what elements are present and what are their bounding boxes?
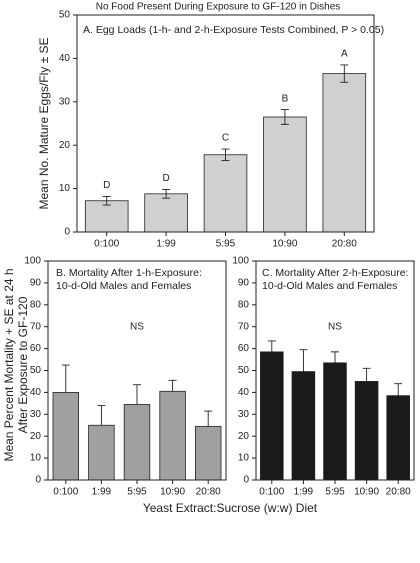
panel-title: 10-d-Old Males and Females [56, 280, 191, 292]
error-bar [221, 148, 230, 161]
bar [194, 425, 222, 481]
significance-letter: D [162, 173, 169, 184]
y-tick-label: 80 [30, 299, 42, 310]
error-bar [362, 367, 371, 382]
error-bar [331, 351, 339, 363]
y-tick-label: 30 [238, 409, 250, 420]
x-tick-label: 0:100 [53, 487, 78, 498]
bar [354, 381, 379, 481]
significance-letter: D [103, 180, 110, 191]
y-tick-label: 10 [238, 453, 250, 464]
x-tick-label: 10:90 [354, 487, 379, 498]
x-tick-label: 1:99 [92, 487, 112, 498]
error-bar [61, 364, 70, 393]
bar [260, 351, 284, 481]
x-tick-label: 20:80 [386, 487, 411, 498]
shared-x-label: Yeast Extract:Sucrose (w:w) Diet [143, 501, 318, 515]
shared-y-label: After Exposure to GF-120 [16, 296, 30, 433]
bar [263, 116, 307, 233]
error-bar [280, 109, 289, 125]
error-bar [394, 383, 403, 396]
figure-title: No Food Present During Exposure to GF-12… [96, 2, 341, 13]
y-tick-label: 0 [35, 475, 41, 486]
significance-letter: B [282, 93, 289, 104]
error-bar [162, 189, 171, 199]
y-tick-label: 40 [59, 53, 71, 64]
panel-title: C. Mortality After 2-h-Exposure: [262, 267, 408, 279]
x-tick-label: 10:90 [160, 487, 185, 498]
error-bar [299, 349, 308, 372]
y-tick-label: 70 [30, 321, 42, 332]
y-tick-label: 10 [59, 183, 71, 194]
y-tick-label: 90 [238, 278, 250, 289]
y-tick-label: 50 [238, 365, 250, 376]
significance-letter: A [341, 49, 348, 60]
bar [322, 73, 367, 233]
y-tick-label: 40 [238, 387, 250, 398]
error-bar [168, 379, 177, 392]
y-tick-label: 40 [30, 387, 42, 398]
annotation: NS [130, 321, 144, 332]
y-tick-label: 0 [64, 227, 70, 238]
y-axis-label: Mean No. Mature Eggs/Fly ± SE [37, 38, 51, 210]
y-tick-label: 20 [30, 431, 42, 442]
x-tick-label: 5:95 [325, 487, 345, 498]
x-tick-label: 0:100 [94, 239, 119, 250]
bar [88, 424, 115, 481]
y-tick-label: 70 [238, 321, 250, 332]
significance-letter: C [222, 133, 229, 144]
plot-frame [255, 260, 415, 481]
y-tick-label: 0 [243, 475, 249, 486]
x-tick-label: 0:100 [259, 487, 284, 498]
y-tick-label: 30 [59, 96, 71, 107]
bar [123, 404, 151, 481]
x-tick-label: 5:95 [216, 239, 236, 250]
y-tick-label: 50 [30, 365, 42, 376]
y-tick-label: 90 [30, 278, 42, 289]
error-bar [340, 64, 349, 83]
bar [144, 193, 188, 233]
y-tick-label: 50 [59, 10, 71, 21]
bar [386, 395, 410, 481]
y-tick-label: 20 [59, 140, 71, 151]
error-bar [97, 405, 106, 426]
x-tick-label: 20:80 [196, 487, 221, 498]
error-bar [102, 195, 111, 206]
x-tick-label: 1:99 [156, 239, 176, 250]
shared-y-label: Mean Percent Mortality + SE at 24 h [2, 268, 16, 461]
x-tick-label: 20:80 [332, 239, 357, 250]
plot-frame [47, 260, 227, 481]
bar [291, 371, 316, 481]
bar [159, 390, 186, 481]
y-tick-label: 100 [24, 256, 41, 267]
panel-title: A. Egg Loads (1-h- and 2-h-Exposure Test… [83, 24, 384, 36]
y-tick-label: 80 [238, 299, 250, 310]
x-tick-label: 10:90 [272, 239, 297, 250]
annotation: NS [328, 321, 342, 332]
y-tick-label: 100 [232, 256, 249, 267]
bar [323, 362, 347, 481]
error-bar [267, 340, 276, 352]
x-tick-label: 1:99 [294, 487, 314, 498]
error-bar [204, 410, 213, 427]
plot-frame [76, 14, 375, 233]
panel-title: B. Mortality After 1-h-Exposure: [56, 267, 202, 279]
y-tick-label: 10 [30, 453, 42, 464]
error-bar [133, 384, 141, 405]
y-tick-label: 20 [238, 431, 250, 442]
y-tick-label: 30 [30, 409, 42, 420]
bar [203, 154, 248, 233]
bar [52, 391, 80, 481]
panel-title: 10-d-Old Males and Females [262, 280, 397, 292]
x-tick-label: 5:95 [127, 487, 147, 498]
y-tick-label: 60 [238, 343, 250, 354]
y-tick-label: 60 [30, 343, 42, 354]
